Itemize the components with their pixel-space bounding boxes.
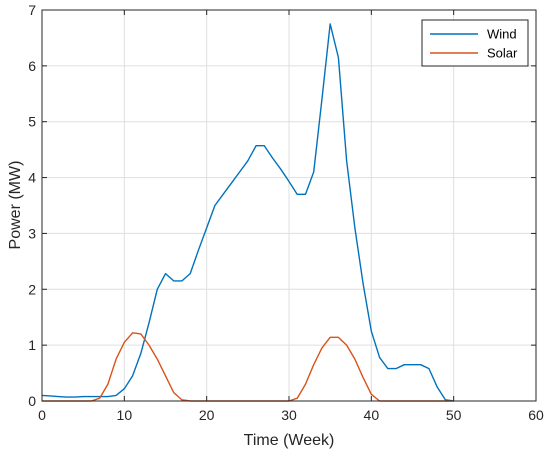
y-tick-label: 2 — [28, 281, 36, 297]
legend: Wind Solar — [421, 19, 529, 67]
axis-ticks — [41, 9, 537, 402]
x-tick-label: 20 — [199, 407, 215, 423]
legend-label-wind: Wind — [487, 27, 517, 42]
legend-box — [421, 19, 529, 67]
y-tick-label: 1 — [28, 337, 36, 353]
x-axis-label: Time (Week) — [244, 432, 335, 449]
x-tick-label: 60 — [528, 407, 544, 423]
x-tick-label: 30 — [281, 407, 297, 423]
y-tick-labels: 0 1 2 3 4 5 6 7 — [28, 2, 36, 409]
y-tick-label: 7 — [28, 2, 36, 18]
y-axis-label: Power (MW) — [7, 161, 24, 250]
y-tick-label: 4 — [28, 170, 36, 186]
grid-lines — [42, 10, 536, 401]
x-tick-label: 50 — [446, 407, 462, 423]
x-tick-label: 10 — [117, 407, 133, 423]
y-tick-label: 5 — [28, 114, 36, 130]
y-tick-label: 3 — [28, 225, 36, 241]
x-tick-label: 0 — [38, 407, 46, 423]
y-tick-label: 0 — [28, 393, 36, 409]
series-line-wind — [41, 23, 454, 402]
y-tick-label: 6 — [28, 58, 36, 74]
x-tick-label: 40 — [364, 407, 380, 423]
legend-label-solar: Solar — [487, 46, 518, 61]
x-tick-labels: 0 10 20 30 40 50 60 — [38, 407, 544, 423]
